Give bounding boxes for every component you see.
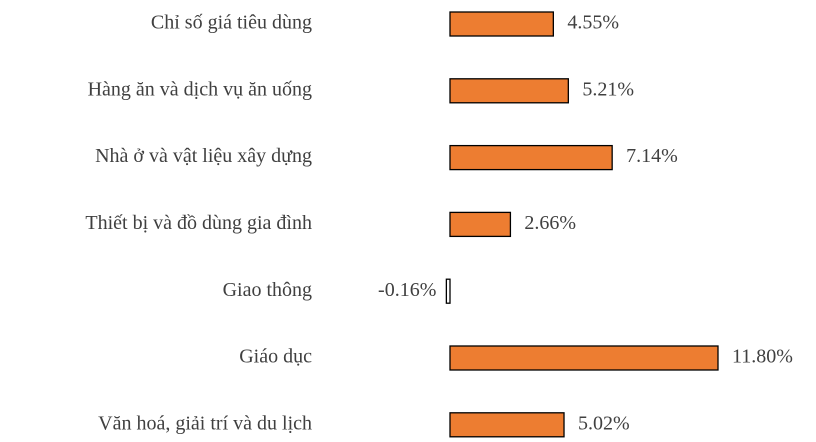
category-label: Văn hoá, giải trí và du lịch xyxy=(98,412,312,434)
bar xyxy=(449,78,569,104)
bar xyxy=(449,345,719,371)
category-label: Nhà ở và vật liệu xây dựng xyxy=(95,145,312,167)
value-label: 7.14% xyxy=(626,145,678,167)
category-label: Giao thông xyxy=(223,279,312,301)
bar xyxy=(445,278,451,304)
bar xyxy=(449,144,613,171)
category-label: Chỉ số giá tiêu dùng xyxy=(151,12,312,34)
value-label: 4.55% xyxy=(567,12,619,34)
category-label: Giáo dục xyxy=(239,346,312,368)
value-label: 5.02% xyxy=(578,412,630,434)
category-label: Hàng ăn và dịch vụ ăn uống xyxy=(88,78,312,100)
value-label: 2.66% xyxy=(524,212,576,234)
value-label: -0.16% xyxy=(378,279,436,301)
bar xyxy=(449,412,565,438)
value-label: 5.21% xyxy=(582,78,634,100)
bar xyxy=(449,11,554,37)
bar xyxy=(449,211,512,238)
category-label: Thiết bị và đồ dùng gia đình xyxy=(85,212,312,234)
value-label: 11.80% xyxy=(732,346,793,368)
